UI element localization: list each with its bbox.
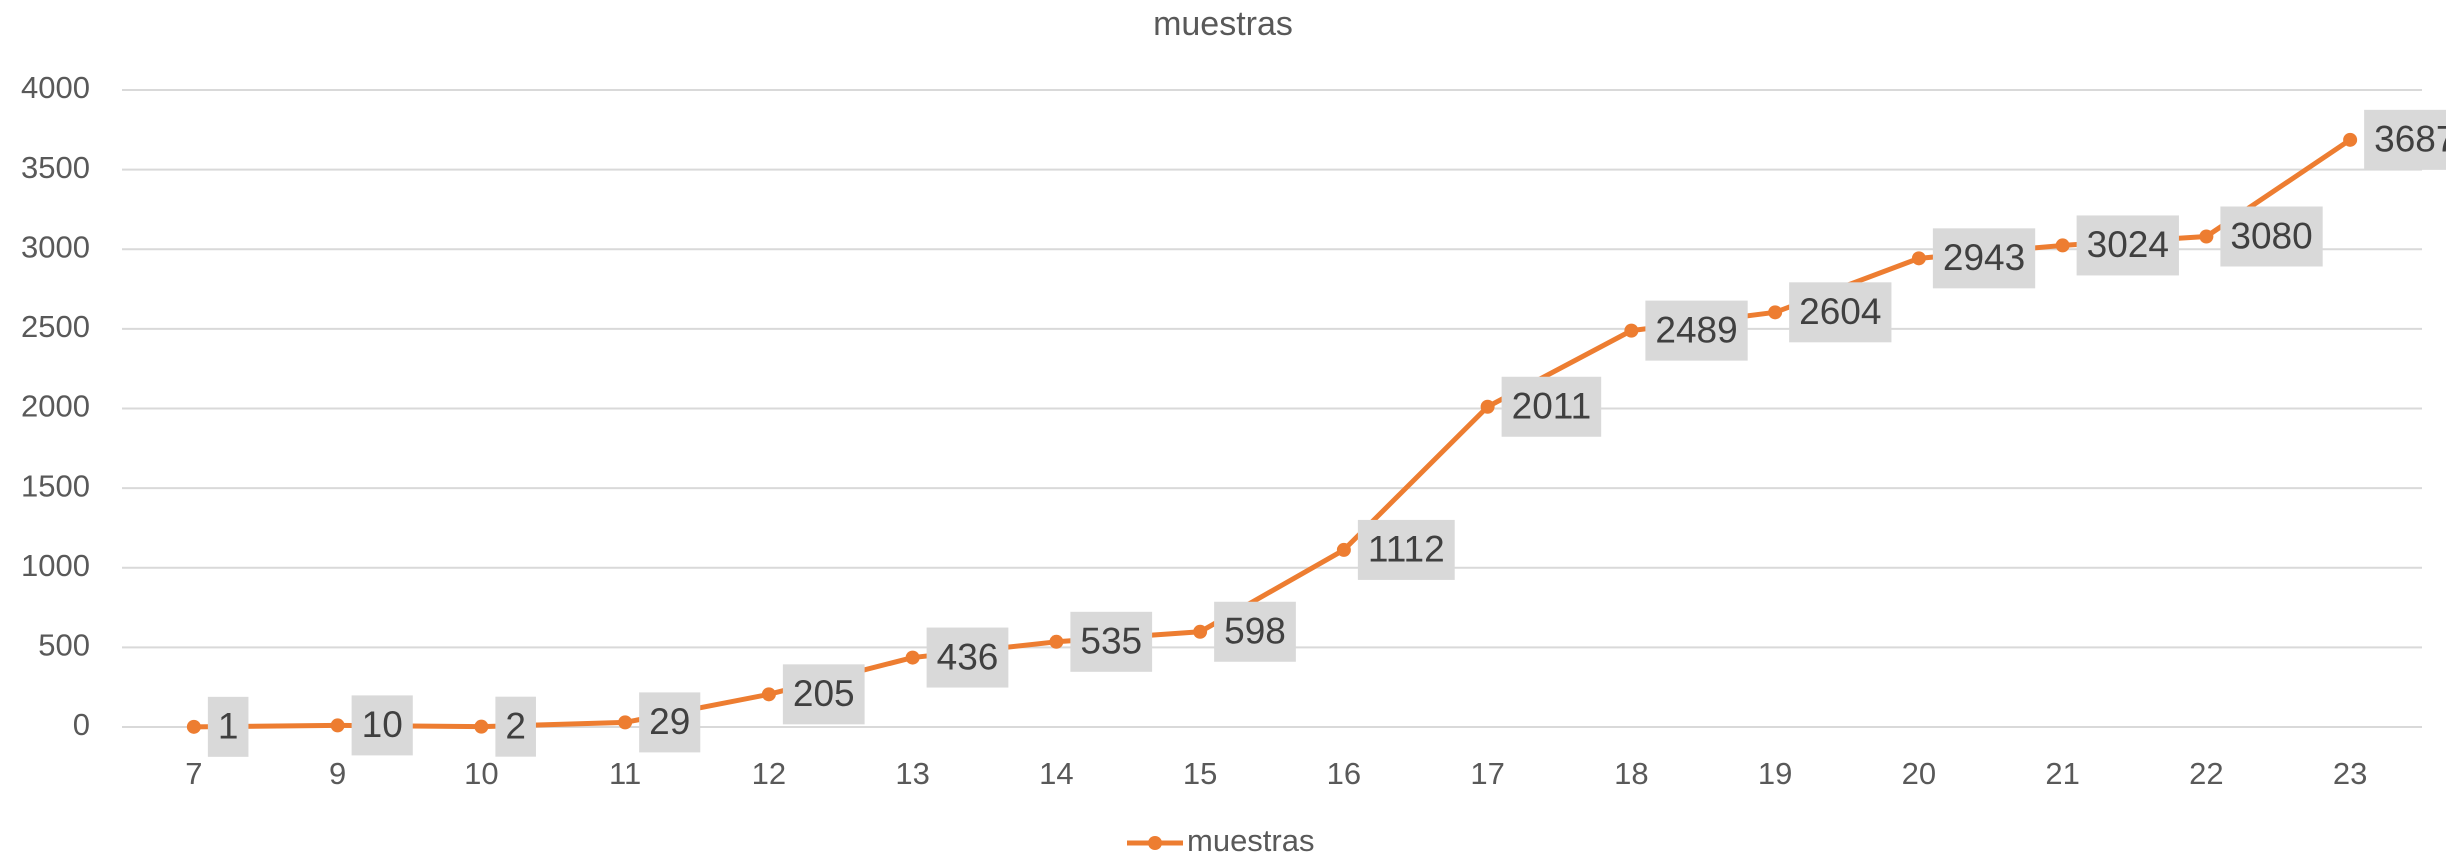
y-tick-label: 2000: [21, 389, 90, 424]
x-tick-label: 19: [1758, 756, 1792, 791]
y-tick-label: 4000: [21, 70, 90, 105]
x-tick-label: 14: [1039, 756, 1073, 791]
x-tick-label: 7: [185, 756, 202, 791]
marker: [330, 718, 345, 733]
chart-title: muestras: [1153, 5, 1293, 43]
data-label-text: 3080: [2230, 215, 2312, 256]
data-label-box: [207, 696, 249, 757]
x-tick-label: 13: [895, 756, 929, 791]
data-label: 29: [639, 692, 701, 753]
data-label-box: [639, 692, 701, 753]
data-label-text: 1: [218, 706, 239, 747]
data-label-box: [2364, 109, 2446, 170]
marker: [1624, 323, 1639, 338]
y-tick-label: 500: [38, 628, 90, 663]
marker: [1049, 634, 1064, 649]
data-label-text: 2: [505, 705, 526, 746]
legend-marker: [1148, 836, 1162, 850]
marker: [618, 715, 633, 730]
data-label-box: [1645, 300, 1748, 361]
data-label: 2489: [1645, 300, 1748, 361]
data-label-text: 2011: [1512, 386, 1592, 427]
data-label: 2011: [1501, 376, 1602, 437]
data-label: 3080: [2220, 206, 2323, 267]
data-label-box: [1501, 376, 1602, 437]
data-label-text: 598: [1224, 611, 1286, 652]
marker: [1480, 399, 1495, 414]
data-label: 205: [782, 664, 865, 725]
legend-label: muestras: [1187, 823, 1314, 858]
data-label: 3687: [2364, 109, 2446, 170]
data-label-text: 29: [649, 701, 690, 742]
data-label-text: 10: [362, 704, 403, 745]
data-label-box: [1214, 601, 1296, 662]
y-tick-label: 3000: [21, 229, 90, 264]
data-label: 1: [207, 696, 249, 757]
x-tick-label: 9: [329, 756, 346, 791]
x-tick-label: 22: [2189, 756, 2223, 791]
x-tick-label: 17: [1470, 756, 1504, 791]
data-label-text: 2943: [1943, 237, 2025, 278]
x-tick-label: 23: [2333, 756, 2367, 791]
data-label: 2: [495, 696, 536, 757]
y-tick-label: 2500: [21, 309, 90, 344]
y-tick-label: 1000: [21, 548, 90, 583]
data-label-box: [1070, 611, 1153, 672]
data-label-box: [1789, 282, 1892, 343]
x-tick-label: 18: [1614, 756, 1648, 791]
x-tick-label: 21: [2045, 756, 2079, 791]
x-tick-label: 11: [609, 756, 641, 791]
data-label: 598: [1214, 601, 1296, 662]
data-label: 535: [1070, 611, 1153, 672]
data-label-text: 3687: [2374, 119, 2446, 160]
data-label-box: [2076, 215, 2179, 276]
data-label-box: [495, 696, 536, 757]
data-label-box: [2220, 206, 2323, 267]
data-label-box: [926, 627, 1009, 688]
marker: [1768, 305, 1783, 320]
data-label-text: 3024: [2087, 224, 2169, 265]
data-label-box: [1932, 228, 2036, 289]
x-tick-label: 16: [1327, 756, 1361, 791]
data-label-text: 535: [1080, 621, 1142, 662]
data-label-box: [1357, 519, 1455, 580]
y-tick-label: 1500: [21, 468, 90, 503]
x-tick-label: 15: [1183, 756, 1217, 791]
y-tick-label: 0: [73, 707, 90, 742]
data-label-box: [351, 695, 413, 756]
data-label-text: 436: [937, 636, 999, 677]
marker: [905, 650, 920, 665]
x-tick-label: 20: [1902, 756, 1936, 791]
marker: [2343, 132, 2358, 147]
data-label-text: 205: [793, 673, 855, 714]
data-label-box: [782, 664, 865, 725]
data-label: 2943: [1932, 228, 2036, 289]
marker: [1193, 624, 1208, 639]
data-label: 2604: [1789, 282, 1892, 343]
data-label-text: 2489: [1655, 309, 1737, 350]
data-label-text: 2604: [1799, 291, 1881, 332]
marker: [1911, 251, 1926, 266]
marker: [474, 719, 489, 734]
marker: [186, 719, 201, 734]
data-label: 1112: [1357, 519, 1455, 580]
data-label-text: 1112: [1368, 529, 1445, 570]
marker: [1336, 542, 1351, 557]
marker: [2199, 229, 2214, 244]
data-label: 436: [926, 627, 1009, 688]
data-label: 3024: [2076, 215, 2179, 276]
y-tick-label: 3500: [21, 150, 90, 185]
x-tick-label: 12: [752, 756, 786, 791]
marker: [761, 687, 776, 702]
marker: [2055, 238, 2070, 253]
data-label: 10: [351, 695, 413, 756]
x-tick-label: 10: [464, 756, 498, 791]
